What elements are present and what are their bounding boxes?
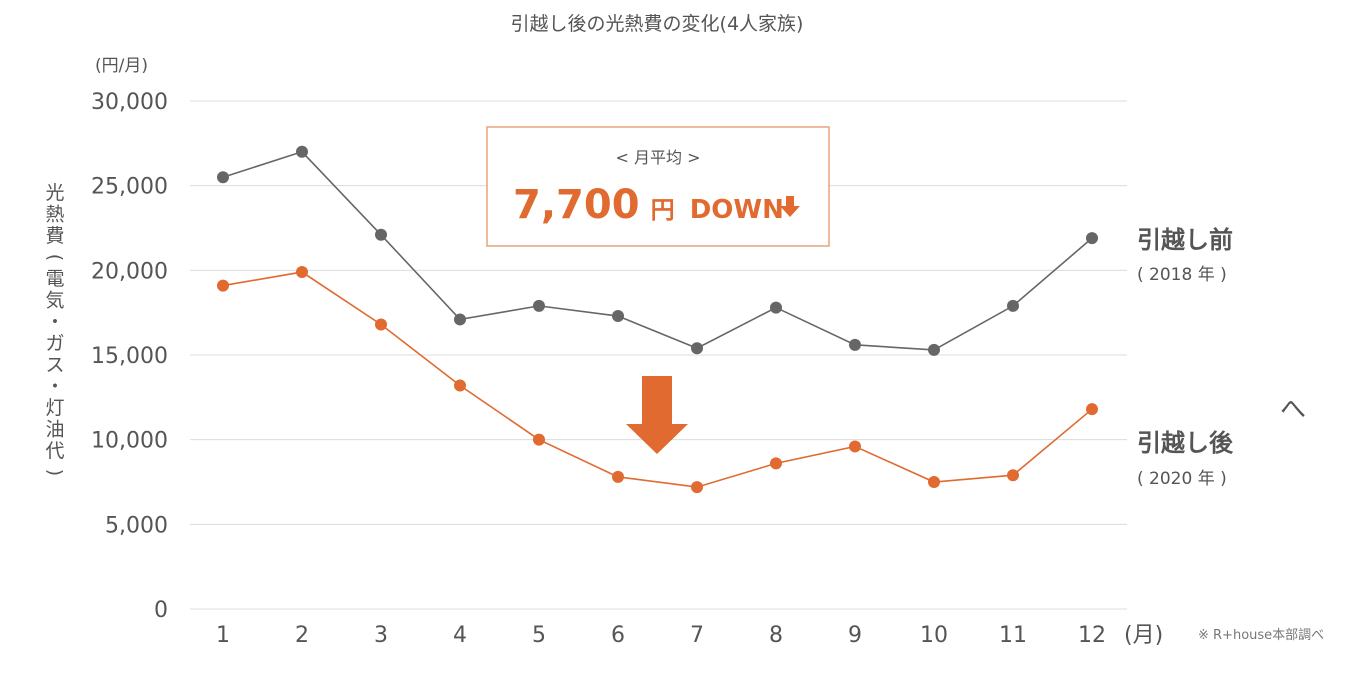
y-tick-label: 25,000 [91, 175, 168, 200]
data-point-1 [375, 228, 387, 241]
series-year-after: ( 2020 年 ) [1137, 469, 1227, 489]
data-point-1 [1007, 299, 1019, 312]
data-point-1 [612, 310, 624, 323]
small-down-arrow-icon [780, 196, 800, 217]
x-tick-label: 5 [532, 623, 546, 648]
y-axis-unit: (円/月) [95, 56, 148, 76]
monthly-average-callout: < 月平均 > 7,700 円 DOWN [486, 126, 830, 247]
y-axis-label-char: ・ [45, 311, 64, 333]
data-point-1 [533, 299, 545, 312]
y-axis-label-char: ) [44, 469, 66, 476]
data-point-2 [849, 440, 861, 453]
y-axis-label-char: 費 [45, 225, 64, 247]
series-label-after: 引越し後 [1137, 429, 1234, 457]
y-axis-label-char: 油 [45, 419, 64, 441]
data-point-2 [217, 279, 229, 292]
down-arrow-icon [626, 376, 688, 454]
x-tick-label: 2 [295, 623, 309, 648]
y-tick-label: 5,000 [105, 513, 168, 538]
y-axis-label-char: 熱 [45, 204, 64, 226]
data-point-2 [454, 379, 466, 392]
series-year-before: ( 2018 年 ) [1137, 265, 1227, 285]
y-axis-label-char: 灯 [45, 397, 64, 419]
x-tick-label: 4 [453, 623, 467, 648]
x-tick-label: 8 [769, 623, 783, 648]
data-point-2 [533, 433, 545, 446]
caret-glyph: へ [1280, 395, 1306, 425]
y-axis-label-char: ス [45, 354, 64, 376]
y-axis-label: 光熱費(電気・ガス・灯油代) [44, 182, 66, 476]
y-tick-label: 0 [154, 598, 168, 623]
y-axis-label-char: ・ [45, 376, 64, 398]
series-label-before: 引越し前 [1137, 226, 1233, 254]
callout-heading: < 月平均 > [616, 148, 701, 167]
y-axis-label-char: 光 [45, 182, 64, 204]
y-axis-label-char: 気 [45, 290, 64, 312]
data-point-1 [1086, 232, 1098, 245]
y-tick-label: 10,000 [91, 429, 168, 454]
x-axis-unit: (月) [1124, 623, 1163, 648]
data-point-2 [296, 266, 308, 279]
callout-amount-line: 7,700 円 DOWN [513, 182, 784, 228]
data-point-2 [1007, 469, 1019, 482]
y-tick-label: 20,000 [91, 259, 168, 284]
data-point-1 [849, 338, 861, 351]
x-tick-label: 12 [1078, 623, 1106, 648]
source-note: ※ R+house本部調べ [1198, 628, 1324, 643]
y-tick-label: 15,000 [91, 344, 168, 369]
x-tick-label: 3 [374, 623, 388, 648]
y-tick-label: 30,000 [91, 90, 168, 115]
data-point-2 [691, 481, 703, 494]
x-tick-label: 7 [690, 623, 704, 648]
y-axis-label-char: ガ [45, 333, 64, 355]
x-tick-label: 10 [920, 623, 948, 648]
data-point-2 [375, 318, 387, 331]
data-point-1 [691, 342, 703, 355]
y-axis-label-char: 電 [45, 268, 64, 290]
callout-amount: 7,700 [513, 182, 640, 228]
y-axis-ticks: 30,000 25,000 20,000 15,000 10,000 5,000 0 [91, 90, 168, 623]
data-point-1 [454, 313, 466, 326]
x-axis-ticks: 1 2 3 4 5 6 7 8 9 10 11 12 [216, 623, 1106, 648]
callout-unit: 円 [651, 196, 675, 224]
x-tick-label: 6 [611, 623, 625, 648]
callout-box [486, 126, 830, 247]
data-point-1 [770, 301, 782, 314]
series-line-1 [222, 150, 1093, 351]
data-point-2 [1086, 403, 1098, 416]
series-line-2 [222, 271, 1093, 488]
data-point-1 [928, 343, 940, 356]
x-tick-label: 1 [216, 623, 230, 648]
series-lines [217, 145, 1098, 494]
chart-title: 引越し後の光熱費の変化(4人家族) [511, 13, 804, 35]
data-point-2 [928, 476, 940, 488]
y-axis-label-char: ( [44, 254, 66, 261]
y-axis-label-char: 代 [45, 440, 64, 462]
data-point-2 [612, 470, 624, 483]
x-tick-label: 11 [999, 623, 1027, 648]
x-tick-label: 9 [848, 623, 862, 648]
callout-change: DOWN [690, 195, 784, 225]
data-point-1 [217, 171, 229, 184]
data-point-1 [296, 145, 308, 158]
data-point-2 [770, 457, 782, 470]
